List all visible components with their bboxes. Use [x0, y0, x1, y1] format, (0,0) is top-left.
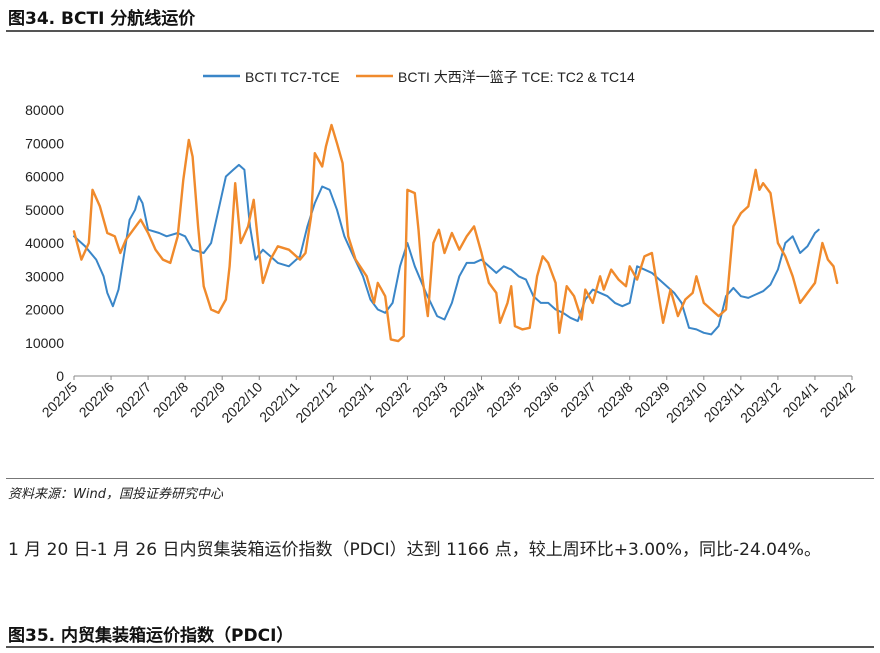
bcti-route-chart: BCTI TC7-TCE BCTI 大西洋一篮子 TCE: TC2 & TC14…	[25, 69, 859, 426]
x-tick-label: 2023/6	[520, 379, 562, 421]
y-tick-label: 40000	[25, 235, 64, 251]
x-tick-label: 2022/8	[150, 379, 192, 421]
figure-34-title: 图34. BCTI 分航线运价	[8, 9, 196, 29]
x-tick-label: 2022/5	[39, 379, 81, 421]
y-tick-label: 20000	[25, 302, 64, 318]
x-tick-label: 2022/10	[218, 379, 265, 426]
x-tick-label: 2024/2	[817, 379, 859, 421]
y-tick-label: 80000	[25, 102, 64, 118]
y-axis: 0 10000 20000 30000 40000 50000 60000 70000 8000…	[25, 102, 64, 384]
pdci-paragraph: 1 月 20 日-1 月 26 日内贸集装箱运价指数（PDCI）达到 1166 …	[8, 540, 821, 560]
x-tick-label: 2023/4	[446, 379, 488, 421]
y-tick-label: 0	[56, 368, 64, 384]
title-rule-top	[6, 30, 874, 32]
x-tick-label: 2022/7	[113, 379, 155, 421]
y-tick-label: 60000	[25, 169, 64, 185]
y-tick-label: 70000	[25, 135, 64, 151]
y-tick-label: 50000	[25, 202, 64, 218]
legend-label-tc7: BCTI TC7-TCE	[245, 69, 340, 85]
x-tick-label: 2022/6	[76, 379, 118, 421]
x-tick-label: 2023/5	[483, 379, 525, 421]
title-rule-bottom	[6, 646, 874, 648]
legend-label-atlantic: BCTI 大西洋一篮子 TCE: TC2 & TC14	[398, 69, 635, 85]
chart-legend: BCTI TC7-TCE BCTI 大西洋一篮子 TCE: TC2 & TC14	[203, 69, 635, 85]
x-tick-label: 2023/10	[663, 379, 710, 426]
series-layer	[72, 123, 839, 343]
x-tick-label: 2023/1	[335, 379, 377, 421]
x-tick-label: 2023/12	[737, 379, 784, 426]
series-line-atlantic	[72, 123, 839, 343]
figure-35-title: 图35. 内贸集装箱运价指数（PDCI）	[8, 626, 294, 646]
x-tick-label: 2023/3	[409, 379, 451, 421]
x-tick-label: 2023/7	[557, 379, 599, 421]
x-axis: 2022/52022/62022/72022/82022/92022/10202…	[39, 375, 859, 426]
source-note: 资料来源：Wind，国投证券研究中心	[8, 487, 223, 502]
x-tick-label: 2023/8	[594, 379, 636, 421]
x-tick-label: 2024/1	[779, 379, 821, 421]
source-rule	[6, 478, 874, 479]
series-line-tc7	[73, 163, 820, 336]
x-tick-label: 2023/2	[372, 379, 414, 421]
y-tick-label: 10000	[25, 335, 64, 351]
y-tick-label: 30000	[25, 268, 64, 284]
x-tick-label: 2022/12	[292, 379, 339, 426]
